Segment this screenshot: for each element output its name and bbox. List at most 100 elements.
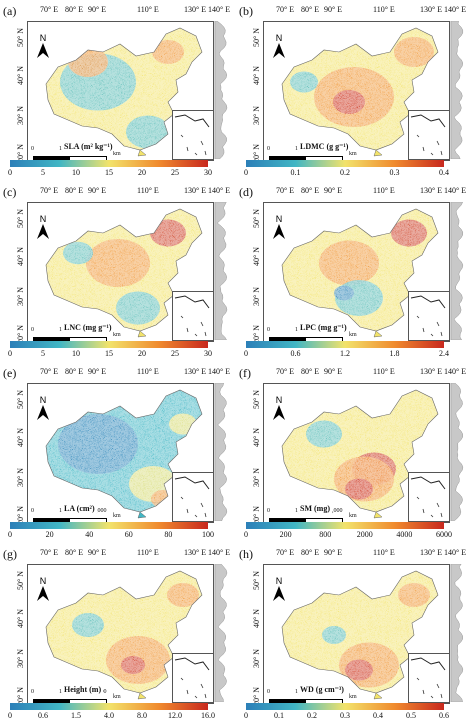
colorbar-tick-label: 5 bbox=[41, 349, 45, 358]
colorbar-tick-label: 0.3 bbox=[340, 711, 350, 720]
colorbar-tick-label: 0 bbox=[244, 349, 248, 358]
longitude-label: 110° E bbox=[373, 5, 395, 14]
hainan-island bbox=[137, 511, 147, 519]
colorbar-tick-label: 12.0 bbox=[168, 711, 182, 720]
colorbar-tick-label: 200 bbox=[279, 530, 292, 539]
panel-label: (b) bbox=[239, 4, 253, 18]
latitude-profile bbox=[450, 382, 470, 522]
hainan-island bbox=[137, 330, 147, 338]
latitude-profile bbox=[450, 201, 470, 341]
longitude-label: 80° E bbox=[301, 5, 320, 14]
north-label: N bbox=[40, 33, 47, 43]
longitude-label: 140° E bbox=[444, 367, 467, 376]
longitude-label: 110° E bbox=[137, 548, 159, 557]
latitude-label: 40° N bbox=[16, 609, 25, 628]
latitude-profile bbox=[214, 382, 234, 522]
colorbar-tick-label: 0.1 bbox=[274, 711, 284, 720]
colorbar bbox=[10, 341, 208, 348]
latitude-label: 40° N bbox=[16, 428, 25, 447]
longitude-label: 110° E bbox=[137, 186, 159, 195]
colorbar-tick-label: 8.0 bbox=[137, 711, 147, 720]
map-frame: N 0 1,000 2,000 km bbox=[263, 21, 450, 161]
longitude-label: 90° E bbox=[324, 367, 343, 376]
colorbar-tick-label: 0 bbox=[8, 168, 12, 177]
colorbar-ticks: 0 20 40 60 80 100 bbox=[8, 530, 215, 542]
colorbar-tick-label: 0 bbox=[8, 349, 12, 358]
colorbar-tick-label: 1.2 bbox=[340, 349, 350, 358]
colorbar-tick-label: 20 bbox=[138, 168, 146, 177]
colorbar-tick-label: 60 bbox=[124, 530, 133, 539]
longitude-label: 80° E bbox=[301, 548, 320, 557]
longitude-label: 140° E bbox=[208, 548, 231, 557]
hainan-island bbox=[373, 511, 383, 519]
colorbar-tick-label: 4.0 bbox=[104, 711, 114, 720]
longitude-label: 110° E bbox=[373, 186, 395, 195]
longitude-label: 90° E bbox=[324, 186, 343, 195]
scale-label: 0 bbox=[267, 689, 270, 695]
variable-label: LPC (mg g⁻¹) bbox=[298, 323, 349, 332]
longitude-label: 140° E bbox=[208, 5, 231, 14]
north-label: N bbox=[276, 395, 283, 405]
latitude-label: 40° N bbox=[252, 66, 261, 85]
colorbar-tick-label: 0.2 bbox=[307, 711, 317, 720]
colorbar bbox=[246, 341, 444, 348]
longitude-label: 130° E bbox=[420, 548, 443, 557]
panel-label: (d) bbox=[239, 185, 253, 199]
scale-unit: km bbox=[349, 151, 357, 157]
scale-label: 0 bbox=[267, 508, 270, 514]
variable-label: SM (mg) bbox=[298, 504, 332, 513]
longitude-label: 90° E bbox=[324, 5, 343, 14]
latitude-label: 50° N bbox=[252, 571, 261, 590]
longitude-label: 80° E bbox=[65, 5, 84, 14]
colorbar-ticks: 0 0.6 1.2 1.8 2.4 bbox=[244, 349, 451, 361]
latitude-label: 30° N bbox=[16, 106, 25, 125]
longitude-label: 70° E bbox=[276, 5, 295, 14]
colorbar-tick-label: 40 bbox=[85, 530, 94, 539]
colorbar-tick-label: 0.6 bbox=[38, 711, 48, 720]
longitude-label: 140° E bbox=[208, 367, 231, 376]
map-frame: N 0 1,000 2,000 km bbox=[263, 564, 450, 704]
longitude-label: 140° E bbox=[444, 548, 467, 557]
longitude-label: 70° E bbox=[276, 186, 295, 195]
colorbar-tick-label: 0.4 bbox=[373, 711, 383, 720]
variable-label: LDMC (g g⁻¹) bbox=[298, 142, 351, 151]
colorbar-tick-label: 30 bbox=[204, 168, 212, 177]
scale-label: 0 bbox=[31, 689, 34, 695]
longitude-label: 70° E bbox=[40, 548, 59, 557]
map-frame: N 0 1,000 2,000 km bbox=[27, 564, 214, 704]
longitude-label: 80° E bbox=[65, 548, 84, 557]
latitude-label: 50° N bbox=[252, 209, 261, 228]
colorbar-tick-label: 10 bbox=[72, 349, 80, 358]
map-frame: N 0 1,000 2,000 km bbox=[27, 202, 214, 342]
colorbar-tick-label: 20 bbox=[45, 530, 54, 539]
map-frame: N 0 1,000 2,000 km bbox=[263, 202, 450, 342]
latitude-label: 30° N bbox=[16, 468, 25, 487]
colorbar-tick-label: 16.0 bbox=[201, 711, 215, 720]
latitude-label: 50° N bbox=[252, 390, 261, 409]
longitude-label: 70° E bbox=[40, 186, 59, 195]
latitude-label: 30° N bbox=[16, 649, 25, 668]
variable-label: Height (m) bbox=[62, 685, 104, 694]
latitude-label: 30° N bbox=[252, 649, 261, 668]
longitude-label: 90° E bbox=[88, 186, 107, 195]
colorbar-tick-label: 5 bbox=[41, 168, 45, 177]
longitude-label: 90° E bbox=[88, 367, 107, 376]
map-frame: N 0 1,000 2,000 km bbox=[263, 383, 450, 523]
colorbar-tick-label: 0.6 bbox=[290, 349, 301, 358]
map-panel: (f) 70° E 80° E 90° E 110° E 130° E 140° E 50° … bbox=[238, 364, 471, 543]
longitude-label: 110° E bbox=[137, 367, 159, 376]
latitude-label: 30° N bbox=[16, 287, 25, 306]
north-label: N bbox=[40, 395, 47, 405]
colorbar bbox=[10, 522, 208, 529]
longitude-label: 130° E bbox=[184, 5, 207, 14]
hainan-island bbox=[137, 149, 147, 157]
scale-unit: km bbox=[349, 694, 357, 700]
north-arrow: N bbox=[33, 32, 53, 60]
latitude-label: 50° N bbox=[16, 209, 25, 228]
colorbar-tick-label: 80 bbox=[164, 530, 173, 539]
scale-unit: km bbox=[349, 513, 357, 519]
scale-label: 0 bbox=[267, 327, 270, 333]
colorbar-tick-label: 2.4 bbox=[439, 349, 449, 358]
north-arrow: N bbox=[269, 32, 289, 60]
latitude-label: 40° N bbox=[252, 428, 261, 447]
